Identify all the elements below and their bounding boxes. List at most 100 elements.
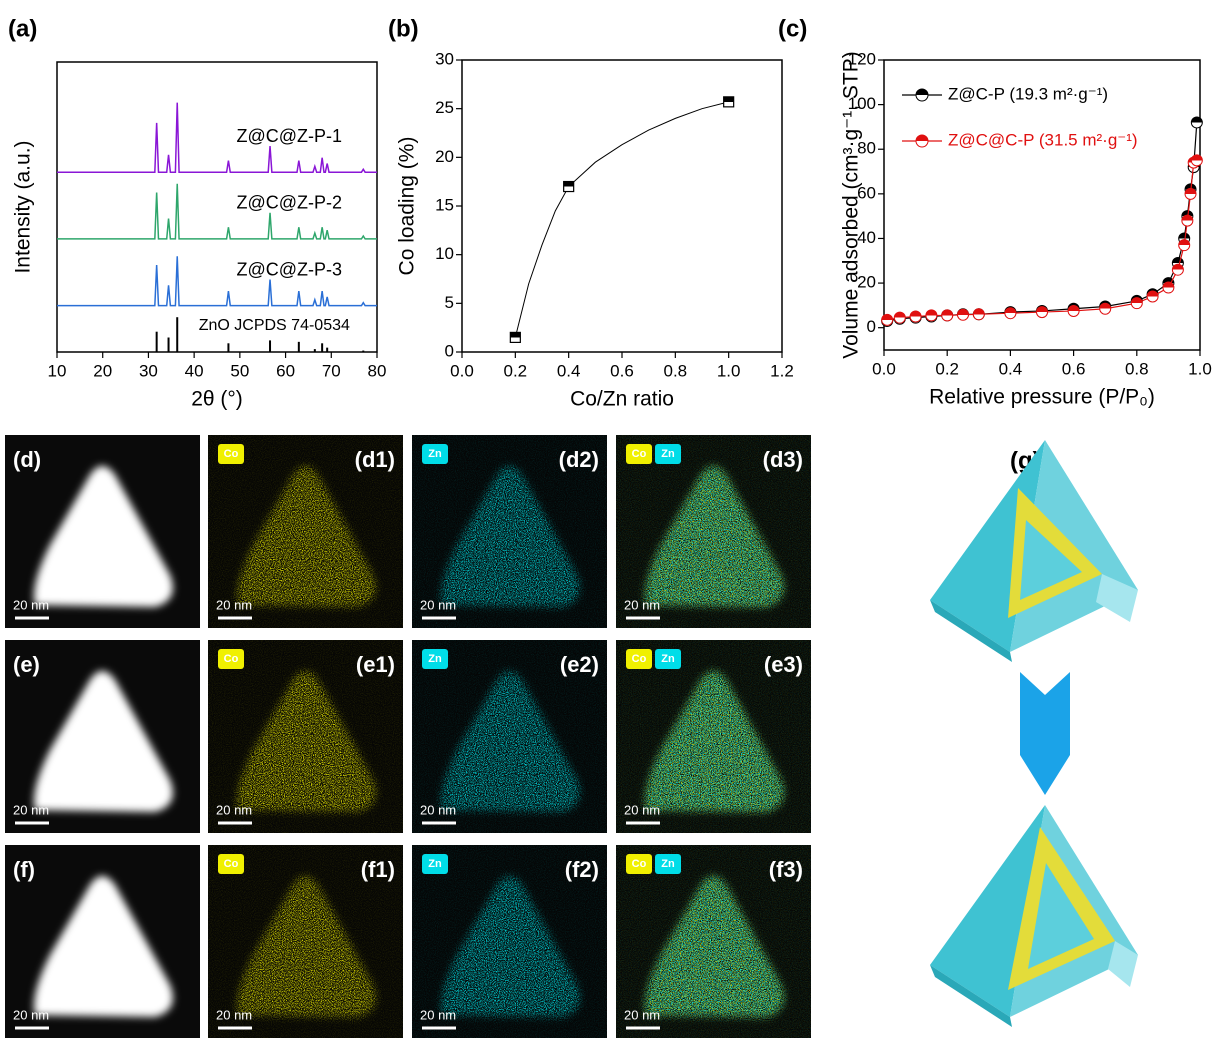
x-tick-label: 0.8 [664,361,688,380]
x-tick-label: 0.2 [935,359,959,378]
x-tick-label: 50 [230,361,249,380]
scale-label: 20 nm [420,597,456,612]
panel-label: (f1) [361,857,395,882]
pyramid-before [930,440,1138,662]
panel-label: (d2) [559,447,599,472]
data-point [1179,240,1190,251]
arrow [1020,672,1070,795]
haadf-panel: (d)20 nm [5,435,200,628]
scale-label: 20 nm [216,802,252,817]
y-tick-label: 0 [445,341,454,360]
panel-label: (f3) [769,857,803,882]
data-point [724,97,734,107]
legend-label: Z@C-P (19.3 m²·g⁻¹) [948,84,1108,103]
x-tick-label: 0.0 [450,361,474,380]
eds-map: Co (e1) 20 nm [208,640,403,833]
data-point [1182,215,1193,226]
data-point [958,309,969,320]
panel-label: (e1) [356,652,395,677]
element-tag: Zn [428,448,442,460]
x-tick-label: 0.8 [1125,359,1149,378]
fit-curve [515,102,728,338]
panel-label: (d1) [355,447,395,472]
legend-marker [916,135,928,147]
element-tag: Zn [428,858,442,870]
data-point [973,309,984,320]
eds-map: Co (d1) 20 nm [208,435,403,628]
element-tag: Zn [428,653,442,665]
x-tick-label: 10 [48,361,67,380]
scale-label: 20 nm [624,1007,660,1022]
x-axis-label: Relative pressure (P/P₀) [929,386,1155,409]
element-tag: Co [224,448,239,460]
x-tick-label: 70 [322,361,341,380]
legend-marker [916,89,928,101]
y-tick-label: 15 [435,195,454,214]
element-tag: Zn [661,858,675,870]
trace-label: Z@C@Z-P-3 [236,259,342,279]
x-tick-label: 40 [185,361,204,380]
x-tick-label: 1.0 [1188,359,1212,378]
haadf-panel: (e)20 nm [5,640,200,833]
data-point [564,182,574,192]
data-point [926,310,937,321]
x-axis-label: Co/Zn ratio [570,388,674,411]
data-point [894,312,905,323]
element-tag: Zn [661,448,675,460]
scale-label: 20 nm [13,597,49,612]
data-point [1191,155,1202,166]
scale-label: 20 nm [13,1007,49,1022]
y-tick-label: 20 [435,147,454,166]
scale-label: 20 nm [420,802,456,817]
y-tick-label: 25 [435,98,454,117]
eds-map: Zn (d2) 20 nm [412,435,607,628]
legend-label: Z@C@C-P (31.5 m²·g⁻¹) [948,130,1138,149]
eds-map: Co Zn (d3) 20 nm [616,435,811,628]
element-tag: Co [632,858,647,870]
page: Figure {"chart_data": [ {"type": "line",… [0,0,1215,1038]
element-tag: Co [632,653,647,665]
data-point [1172,264,1183,275]
data-point [1037,307,1048,318]
x-tick-label: 0.0 [872,359,896,378]
scale-label: 20 nm [624,802,660,817]
panel-label: (e3) [764,652,803,677]
x-tick-label: 0.4 [557,361,581,380]
y-axis-label: Co loading (%) [396,137,419,276]
x-tick-label: 80 [368,361,387,380]
data-point [910,311,921,322]
panel-label: (e2) [560,652,599,677]
x-tick-label: 0.2 [504,361,528,380]
x-tick-label: 1.0 [717,361,741,380]
scale-label: 20 nm [216,597,252,612]
y-tick-label: 0 [867,317,876,336]
y-tick-label: 10 [435,244,454,263]
x-tick-label: 0.6 [610,361,634,380]
data-point [1147,291,1158,302]
eds-map: Co(f1)20 nm [208,845,403,1038]
y-axis-label: Intensity (a.u.) [12,140,35,273]
panel-label: (a) [8,15,37,42]
data-point [510,332,520,342]
page-body: (g) 10203040506070802θ (°)Intensity (a.u… [0,0,1215,1038]
data-point [1131,298,1142,309]
element-tag: Co [224,858,239,870]
y-axis-label: Volume adsorbed (cm³·g⁻¹, STP) [840,51,863,359]
data-point [882,314,893,325]
data-point [1191,117,1202,128]
x-axis-label: 2θ (°) [191,388,243,411]
data-point [1163,282,1174,293]
panel-label: (d3) [763,447,803,472]
reference-label: ZnO JCPDS 74-0534 [199,317,350,334]
element-tag: Co [632,448,647,460]
element-tag: Co [224,653,239,665]
scale-label: 20 nm [624,597,660,612]
scale-label: 20 nm [13,802,49,817]
y-tick-label: 5 [445,293,454,312]
x-tick-label: 0.4 [999,359,1023,378]
x-tick-label: 1.2 [770,361,794,380]
figure: (g) 10203040506070802θ (°)Intensity (a.u… [0,0,1215,1038]
scale-label: 20 nm [420,1007,456,1022]
panel-label: (c) [778,15,807,42]
